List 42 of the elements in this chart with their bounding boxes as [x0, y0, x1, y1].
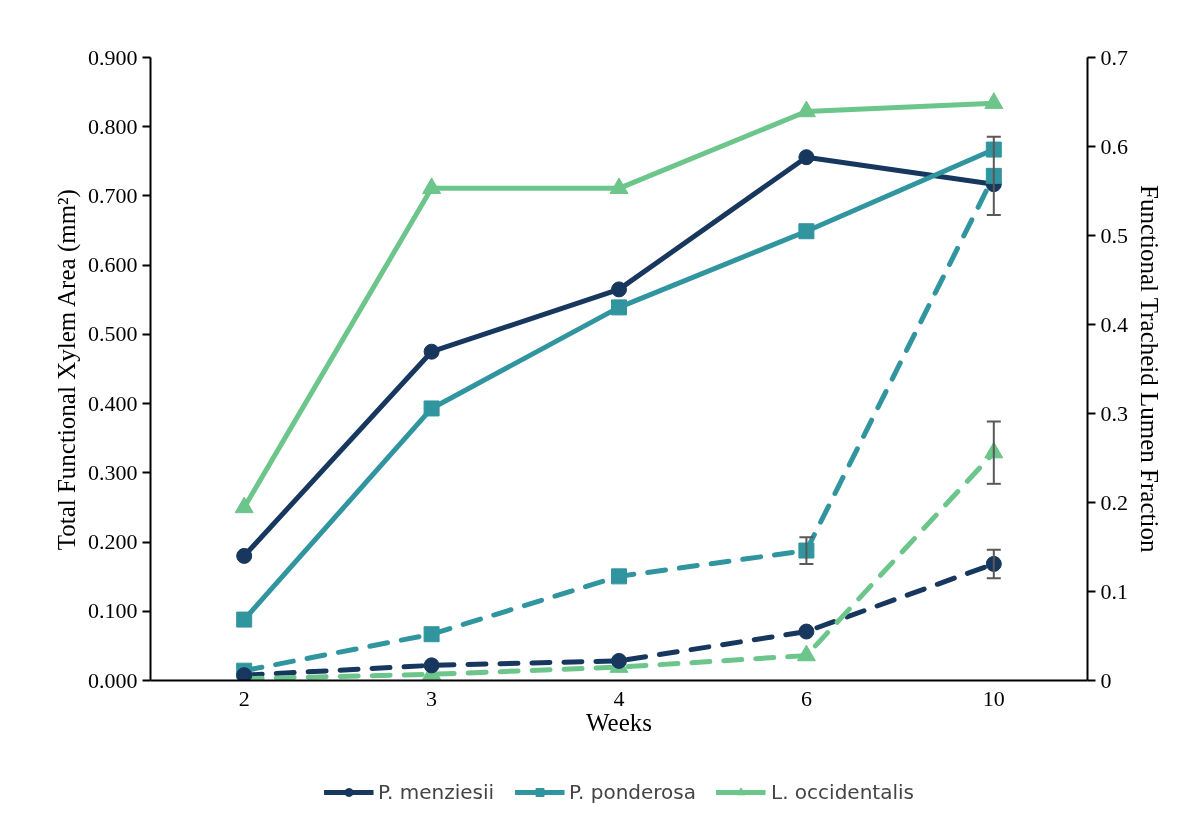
y2-tick-label: 0.2	[1100, 489, 1128, 515]
y2-axis-title: Functional Tracheid Lumen Fraction	[1136, 185, 1163, 553]
point	[611, 568, 627, 585]
y2-tick-label: 0.4	[1100, 311, 1128, 337]
y-axis-title: Total Functional Xylem Area (mm²)	[53, 189, 81, 551]
y-tick-label: 0.400	[88, 390, 138, 416]
point	[611, 652, 627, 669]
x-tick-label: 2	[238, 685, 250, 711]
y-tick-label: 0.200	[88, 529, 138, 555]
x-tick-label: 10	[982, 685, 1005, 711]
x-axis-title: Weeks	[585, 708, 653, 736]
y-tick-label: 0.800	[88, 113, 138, 139]
point	[423, 343, 440, 360]
point	[798, 149, 815, 166]
y-tick-label: 0.100	[88, 598, 138, 624]
point	[423, 657, 440, 674]
y2-tick-label: 0.5	[1100, 222, 1128, 248]
point	[798, 623, 815, 640]
x-tick-label: 4	[613, 685, 625, 711]
legend-label: P. ponderosa	[569, 779, 697, 804]
y-tick-label: 0.600	[88, 252, 138, 278]
x-tick-label: 3	[426, 685, 438, 711]
y2-tick-label: 0.6	[1100, 133, 1128, 159]
point	[423, 400, 440, 417]
y2-tick-label: 0.1	[1100, 578, 1128, 604]
legend-label: L. occidentalis	[771, 779, 914, 804]
point	[611, 281, 627, 298]
point	[798, 223, 815, 240]
point	[236, 611, 253, 628]
y-tick-label: 0.500	[88, 321, 138, 347]
point	[611, 299, 627, 316]
y2-tick-label: 0.3	[1100, 400, 1128, 426]
legend-label: P. menziesii	[378, 779, 495, 804]
y2-tick-label: 0	[1100, 667, 1112, 693]
y-tick-label: 0.900	[88, 44, 138, 70]
y-tick-label: 0.000	[88, 667, 138, 693]
point	[423, 626, 440, 643]
y2-tick-label: 0.7	[1100, 44, 1128, 70]
x-tick-label: 6	[800, 685, 812, 711]
y-tick-label: 0.700	[88, 182, 138, 208]
point	[236, 547, 253, 564]
y-tick-label: 0.300	[88, 459, 138, 485]
